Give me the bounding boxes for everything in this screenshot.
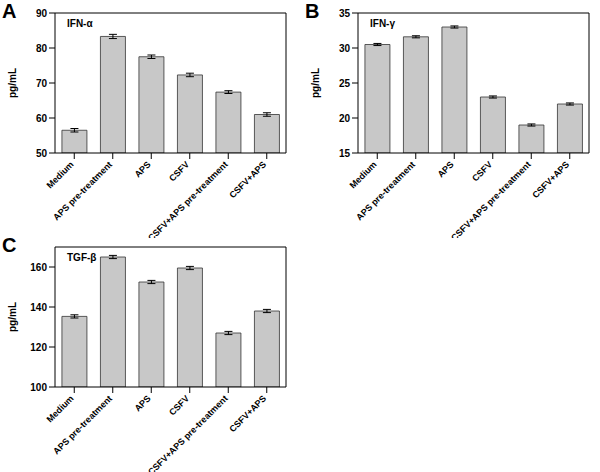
svg-text:25: 25 xyxy=(339,78,351,89)
svg-text:50: 50 xyxy=(36,148,48,159)
svg-text:70: 70 xyxy=(36,78,48,89)
svg-text:APS: APS xyxy=(133,159,153,179)
svg-text:pg/mL: pg/mL xyxy=(310,68,321,98)
svg-text:CSFV+APS: CSFV+APS xyxy=(227,393,268,434)
svg-text:60: 60 xyxy=(36,113,48,124)
svg-text:CSFV+APS pre-treatment: CSFV+APS pre-treatment xyxy=(146,393,230,472)
svg-text:90: 90 xyxy=(36,8,48,19)
svg-text:CSFV+APS pre-treatment: CSFV+APS pre-treatment xyxy=(449,159,533,238)
html-text:TGF-β: TGF-β xyxy=(67,252,97,263)
svg-text:pg/mL: pg/mL xyxy=(8,68,18,98)
html-text:IFN-α: IFN-α xyxy=(67,18,93,29)
svg-text:CSFV+APS: CSFV+APS xyxy=(530,159,571,200)
svg-text:CSFV: CSFV xyxy=(167,159,191,183)
svg-text:APS: APS xyxy=(436,159,456,179)
svg-text:100: 100 xyxy=(30,382,47,393)
svg-text:35: 35 xyxy=(339,8,351,19)
svg-text:Medium: Medium xyxy=(45,159,76,190)
svg-text:APS pre-treatment: APS pre-treatment xyxy=(51,159,114,222)
html-text:IFN-γ: IFN-γ xyxy=(370,18,395,29)
svg-text:APS pre-treatment: APS pre-treatment xyxy=(51,393,114,456)
html-text:A: A xyxy=(2,0,17,22)
svg-text:CSFV: CSFV xyxy=(167,393,191,417)
svg-text:30: 30 xyxy=(339,43,351,54)
svg-text:CSFV+APS: CSFV+APS xyxy=(227,159,268,200)
svg-text:15: 15 xyxy=(339,148,351,159)
svg-text:Medium: Medium xyxy=(45,393,76,424)
svg-text:CSFV+APS pre-treatment: CSFV+APS pre-treatment xyxy=(146,159,230,238)
svg-text:160: 160 xyxy=(30,262,47,273)
svg-text:APS: APS xyxy=(133,393,153,413)
svg-text:80: 80 xyxy=(36,43,48,54)
svg-text:Medium: Medium xyxy=(348,159,379,190)
svg-text:120: 120 xyxy=(30,342,47,353)
svg-text:140: 140 xyxy=(30,302,47,313)
html-text:C: C xyxy=(2,234,17,256)
svg-text:20: 20 xyxy=(339,113,351,124)
svg-text:CSFV: CSFV xyxy=(470,159,494,183)
svg-text:pg/mL: pg/mL xyxy=(8,302,18,332)
svg-text:APS pre-treatment: APS pre-treatment xyxy=(354,159,417,222)
html-text:B: B xyxy=(305,0,320,22)
